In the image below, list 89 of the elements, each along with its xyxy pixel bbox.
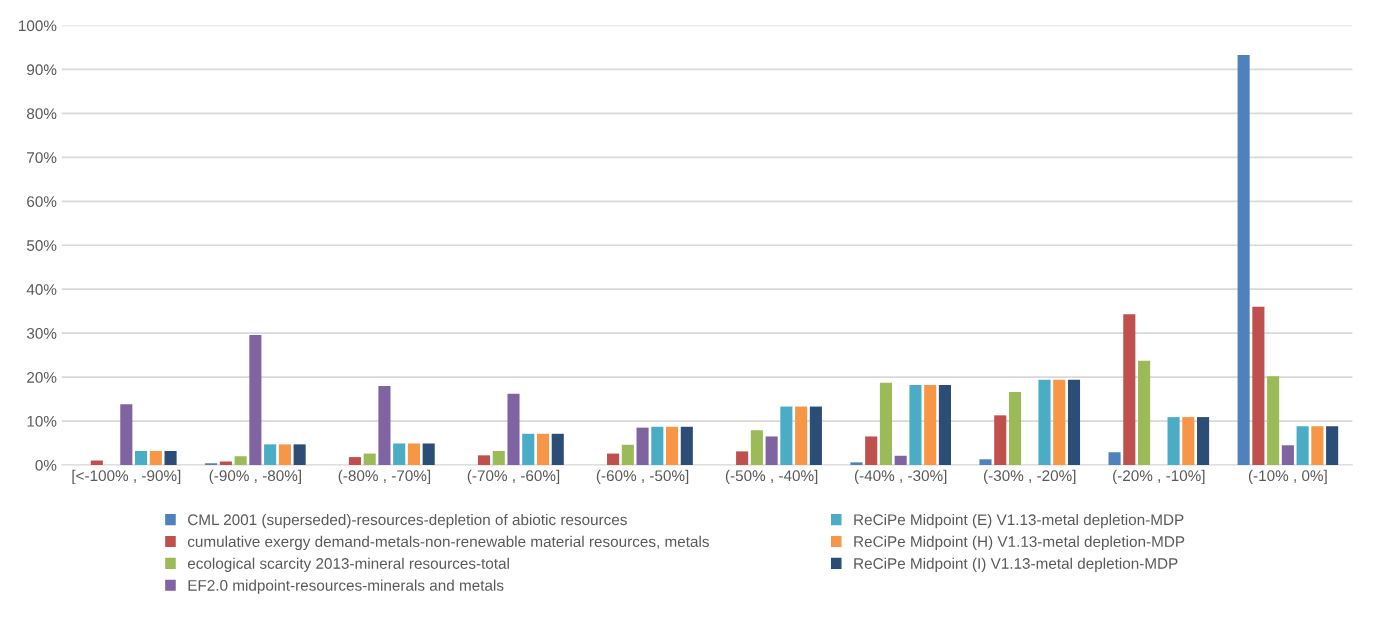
bar (278, 444, 291, 466)
bar (348, 457, 361, 466)
bar (264, 444, 277, 466)
bar (666, 426, 679, 466)
bar (879, 382, 892, 466)
legend-label: ReCiPe Midpoint (E) V1.13-metal depletion-MDP (854, 513, 1184, 529)
bar (924, 385, 937, 466)
bar (422, 443, 435, 466)
y-tick-label: 10% (27, 415, 57, 427)
bar (393, 443, 406, 466)
x-tick-label: (-80% , -70%] (338, 469, 431, 485)
bar (607, 453, 620, 466)
bar (536, 433, 550, 466)
y-tick-label: 50% (26, 240, 57, 251)
bar (1311, 426, 1324, 466)
bar (234, 456, 247, 466)
bar (750, 430, 763, 466)
x-tick-label: [<-100% , -90%] (72, 469, 181, 485)
y-tick-label: 90% (27, 64, 57, 76)
bar (1008, 392, 1022, 466)
bar (492, 450, 505, 466)
bar (994, 415, 1007, 466)
bar (551, 433, 564, 466)
bar (149, 450, 162, 466)
bar (1267, 376, 1280, 466)
bar (1296, 426, 1309, 466)
bar (636, 427, 649, 466)
bar (293, 444, 306, 466)
y-tick-label: 20% (27, 371, 57, 383)
bar (909, 385, 922, 466)
bar (736, 451, 749, 466)
bar (522, 433, 535, 466)
bar (795, 406, 808, 466)
x-tick-label: (-90% , -80%] (209, 469, 301, 485)
x-tick-label: (-40% , -30%] (854, 469, 947, 485)
legend-label: ecological scarcity 2013-mineral resources-total (187, 557, 509, 572)
bar (1167, 417, 1180, 466)
bar (1108, 452, 1121, 466)
bar (219, 461, 232, 466)
y-tick-label: 40% (26, 284, 57, 295)
bar (979, 459, 992, 466)
legend-label: cumulative exergy demand-metals-non-renewable material resources, metals (187, 535, 709, 551)
bar (651, 426, 664, 466)
bar (135, 450, 148, 466)
bar (1326, 426, 1339, 466)
bar (249, 334, 262, 466)
x-tick-label: (-10% , 0%] (1248, 469, 1327, 485)
y-tick-label: 60% (27, 196, 57, 207)
legend-label: CML 2001 (superseded)-resources-depletion of abiotic resources (188, 513, 627, 529)
bar (378, 385, 391, 466)
y-tick-label: 100% (19, 20, 57, 32)
bar (1252, 306, 1265, 466)
bar (894, 455, 907, 466)
x-tick-label: (-70% , -60%] (467, 469, 560, 485)
bar (765, 436, 778, 466)
bar (1067, 379, 1081, 466)
bar (850, 462, 863, 466)
legend-label: ReCiPe Midpoint (H) V1.13-metal depletion-MDP (854, 535, 1185, 551)
y-tick-label: 30% (26, 328, 57, 339)
bar (164, 450, 177, 466)
bar (809, 406, 822, 466)
bar (621, 444, 634, 466)
bar (1197, 417, 1210, 466)
bar (90, 460, 103, 466)
y-tick-label: 0% (35, 459, 57, 471)
y-tick-label: 70% (27, 152, 57, 164)
bar (680, 426, 693, 466)
bar (1237, 54, 1250, 466)
bar (780, 406, 793, 466)
bar (1182, 417, 1195, 466)
bar (477, 455, 491, 466)
bar (938, 385, 951, 466)
bar (1123, 314, 1136, 466)
y-tick-label: 80% (27, 108, 57, 120)
bar (1281, 445, 1294, 466)
bar (1138, 360, 1151, 466)
bar (865, 436, 878, 466)
x-tick-label: (-20% , -10%] (1113, 469, 1205, 485)
legend-label: ReCiPe Midpoint (I) V1.13-metal depletion-MDP (854, 557, 1178, 572)
x-tick-label: (-50% , -40%] (725, 469, 818, 485)
x-tick-label: (-60% , -50%] (596, 469, 689, 485)
legend-label: EF2.0 midpoint-resources-minerals and metals (188, 579, 504, 594)
bar (407, 443, 420, 466)
bar (1038, 379, 1051, 466)
bar (507, 393, 520, 466)
bar (363, 453, 376, 466)
bar (1053, 379, 1066, 466)
x-tick-label: (-30% , -20%] (984, 469, 1076, 485)
bar (120, 404, 133, 466)
